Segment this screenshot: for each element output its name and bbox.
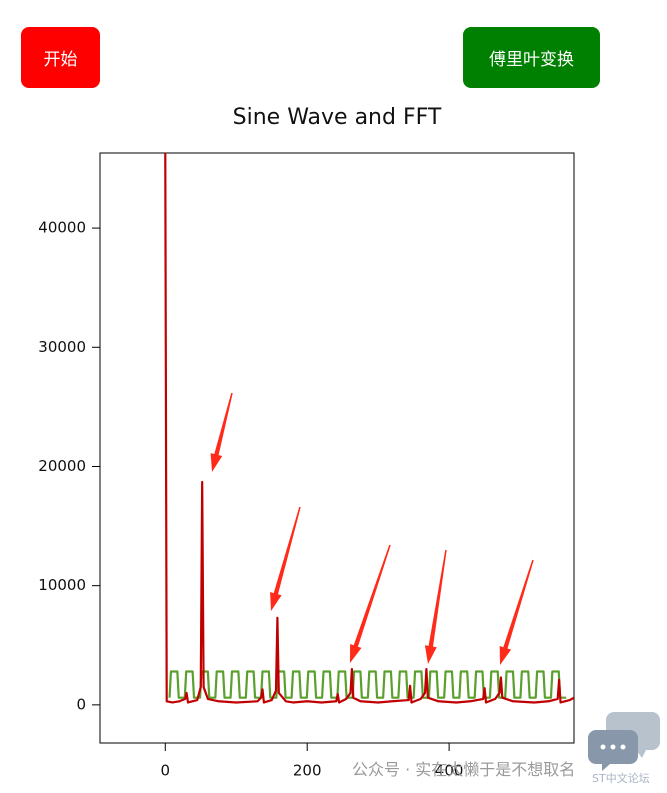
series-line <box>168 670 567 699</box>
chart-title: Sine Wave and FFT <box>233 105 442 130</box>
arrow <box>350 544 391 663</box>
x-tick-label: 200 <box>293 762 322 780</box>
y-tick-label: 20000 <box>38 457 86 475</box>
start-button[interactable]: 开始 <box>21 27 100 88</box>
x-tick-label: 0 <box>161 762 171 780</box>
plot-area <box>164 153 574 704</box>
y-tick-label: 0 <box>76 695 86 713</box>
watermark: 公众号 · 实在太懒于是不想取名 <box>352 760 576 779</box>
arrow <box>499 559 534 665</box>
y-tick-label: 40000 <box>38 219 86 237</box>
forum-watermark: ST中文论坛 <box>592 772 650 785</box>
arrow <box>424 549 447 664</box>
annotation-arrows <box>210 392 534 665</box>
series-line <box>164 153 574 704</box>
y-tick-label: 30000 <box>38 338 86 356</box>
fft-button[interactable]: 傅里叶变换 <box>463 27 600 88</box>
y-tick-label: 10000 <box>38 576 86 594</box>
x-tick-label: 400 <box>435 762 464 780</box>
plot-frame <box>99 152 575 744</box>
chat-icon <box>588 712 660 771</box>
arrow <box>210 392 233 472</box>
arrow <box>270 506 301 611</box>
